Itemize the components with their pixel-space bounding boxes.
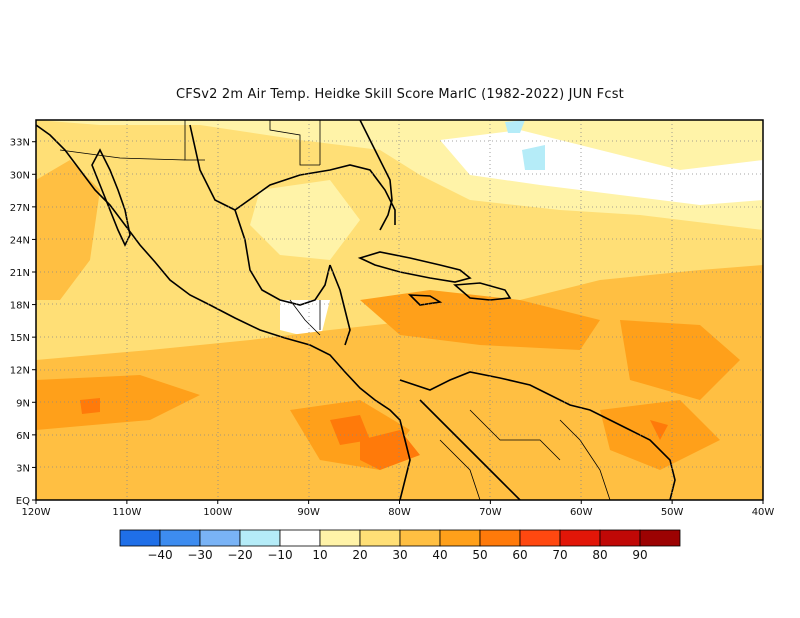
lon-axis: 120W 110W 100W 90W 80W 70W 60W 50W 40W	[22, 500, 775, 518]
colorbar-bin	[279, 529, 321, 547]
colorbar-bin	[359, 529, 401, 547]
lat-axis: EQ 3N 6N 9N 12N 15N 18N 21N 24N 27N 30N 33N	[10, 138, 36, 507]
colorbar-bin	[599, 529, 641, 547]
colorbar-label: 80	[592, 548, 607, 562]
lat-tick-label: 24N	[10, 235, 30, 246]
field-atlantic-core	[620, 320, 740, 400]
field-guiana-hotspot	[650, 420, 668, 440]
lat-tick-label: EQ	[16, 496, 30, 507]
colorbar-label: 10	[312, 548, 327, 562]
colorbar-label: 30	[392, 548, 407, 562]
colorbar-bin	[239, 529, 281, 547]
colorbar-label: −40	[147, 548, 172, 562]
lat-tick-label: 30N	[10, 170, 30, 181]
lat-tick-label: 27N	[10, 203, 30, 214]
coastlines	[36, 120, 676, 500]
colorbar-label: −30	[187, 548, 212, 562]
colorbar-bin	[519, 529, 561, 547]
colorbar-label: 40	[432, 548, 447, 562]
lat-tick-label: 12N	[10, 366, 30, 377]
lat-tick-label: 33N	[10, 138, 30, 149]
lon-tick-label: 80W	[388, 507, 411, 518]
lon-tick-label: 100W	[203, 507, 232, 518]
field-east-pacific-core	[36, 375, 200, 430]
lon-tick-label: 90W	[297, 507, 320, 518]
colorbar-bin	[399, 529, 441, 547]
field-panama-hotspot	[330, 415, 370, 445]
map-title: CFSv2 2m Air Temp. Heidke Skill Score Ma…	[176, 87, 624, 102]
lon-tick-label: 60W	[570, 507, 593, 518]
colorbar-bin	[119, 529, 161, 547]
lat-tick-label: 6N	[16, 431, 30, 442]
field-negative-patch-2	[522, 145, 545, 170]
colorbar-bin	[559, 529, 601, 547]
borders	[59, 120, 611, 500]
field-pacific-hotspot	[80, 398, 100, 414]
lon-tick-label: 40W	[752, 507, 775, 518]
colorbar-bin	[159, 529, 201, 547]
gridlines	[36, 120, 763, 500]
colorbar-bin	[479, 529, 521, 547]
colorbar-label: 70	[552, 548, 567, 562]
lat-tick-label: 18N	[10, 301, 30, 312]
lon-tick-label: 50W	[661, 507, 684, 518]
lat-tick-label: 3N	[16, 463, 30, 474]
lon-tick-label: 120W	[22, 507, 51, 518]
colorbar-label: 20	[352, 548, 367, 562]
lat-tick-label: 9N	[16, 398, 30, 409]
colorbar-label: −20	[227, 548, 252, 562]
colorbar-label: 90	[632, 548, 647, 562]
skill-field	[36, 120, 763, 500]
colorbar-bin	[319, 529, 361, 547]
field-negative-patch-1	[505, 120, 525, 133]
colorbar: −40 −30 −20 −10 10 20 30 40 50 60 70 80 90	[119, 529, 681, 562]
field-west-pacific-band	[36, 160, 100, 300]
field-gulf-light	[250, 180, 360, 260]
lat-tick-label: 21N	[10, 268, 30, 279]
lon-tick-label: 110W	[112, 507, 141, 518]
colorbar-bin	[199, 529, 241, 547]
colorbar-label: 60	[512, 548, 527, 562]
field-subtropical-atlantic-low	[440, 130, 763, 205]
colorbar-bin	[639, 529, 681, 547]
colorbar-label: 50	[472, 548, 487, 562]
lat-tick-label: 15N	[10, 333, 30, 344]
colorbar-label: −10	[267, 548, 292, 562]
lon-tick-label: 70W	[479, 507, 502, 518]
colorbar-bin	[439, 529, 481, 547]
